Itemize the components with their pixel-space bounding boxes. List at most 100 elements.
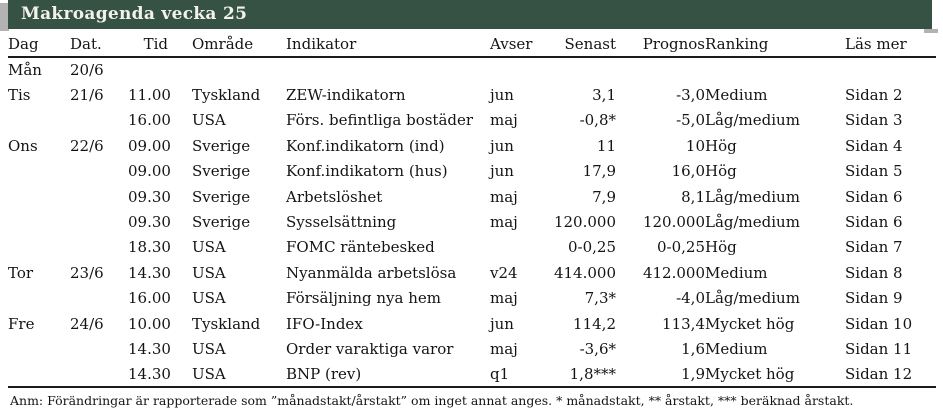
cell-forecast: 16,0 xyxy=(671,162,705,181)
cell-time: 16.00 xyxy=(128,289,171,308)
cell-time: 09.00 xyxy=(128,162,171,181)
cell-day xyxy=(8,184,70,209)
cell-day xyxy=(8,159,70,184)
column-header-ranking: Ranking xyxy=(705,31,845,58)
cell-read-more xyxy=(845,57,936,82)
cell-time: 09.30 xyxy=(128,213,171,232)
cell-time: 18.30 xyxy=(128,238,171,257)
cell-region: USA xyxy=(192,111,226,130)
column-header-latest: Senast xyxy=(548,31,616,58)
cell-day xyxy=(8,361,70,389)
cell-period: jun xyxy=(490,86,514,105)
cell-indicator: ZEW-indikatorn xyxy=(286,86,406,105)
cell-ranking: Låg/medium xyxy=(705,111,800,130)
cell-period: jun xyxy=(490,162,514,181)
cell-latest xyxy=(548,57,616,82)
cell-period: maj xyxy=(490,213,518,232)
cell-region: USA xyxy=(192,289,226,308)
cell-region: Sverige xyxy=(192,162,251,181)
cell-region: Sverige xyxy=(192,136,251,155)
cell-latest: 3,1 xyxy=(592,86,616,105)
cell-date xyxy=(70,286,128,311)
cell-ranking: Medium xyxy=(705,86,768,105)
cell-period: q1 xyxy=(490,361,548,389)
macro-agenda-table: Dag Dat. Tid Område Indikator Avser Senast Prog… xyxy=(8,31,936,389)
cell-indicator: Konf.indikatorn (hus) xyxy=(286,162,448,181)
cell-latest: 414.000 xyxy=(553,263,616,282)
column-header-forecast: Prognos xyxy=(616,31,705,58)
cell-period: jun xyxy=(490,314,514,333)
cell-ranking: Mycket hög xyxy=(705,361,845,389)
cell-region: Tyskland xyxy=(192,86,261,105)
cell-indicator: Konf.indikatorn (ind) xyxy=(286,136,445,155)
cell-region: USA xyxy=(192,339,226,358)
cell-ranking: Låg/medium xyxy=(705,289,800,308)
cell-date xyxy=(70,184,128,209)
cell-indicator: Försäljning nya hem xyxy=(286,289,441,308)
cell-ranking: Hög xyxy=(705,238,737,257)
table-row: 14.30 USA BNP (rev) q1 1,8*** 1,9 Mycket hög Si… xyxy=(8,361,936,389)
column-header-region: Område xyxy=(192,31,286,58)
cell-day xyxy=(8,235,70,260)
cell-indicator: Arbetslöshet xyxy=(286,187,383,206)
cell-period: maj xyxy=(490,111,518,130)
cell-indicator: Förs. befintliga bostäder xyxy=(286,111,474,130)
cell-ranking xyxy=(705,57,845,82)
table-row: 14.30 USA Order varaktiga varor maj -3,6* 1,6… xyxy=(8,336,936,361)
column-header-period: Avser xyxy=(490,31,548,58)
column-header-indicator: Indikator xyxy=(286,31,490,58)
cell-latest: -3,6* xyxy=(579,339,616,358)
table-row: 16.00 USA Försäljning nya hem maj 7,3* -4,0 Lå… xyxy=(8,286,936,311)
cell-period: v24 xyxy=(490,263,518,282)
cell-date xyxy=(70,235,128,260)
table-row: Tor 23/6 14.30 USA Nyanmälda arbetslösa v24 41… xyxy=(8,260,936,285)
cell-read-more: Sidan 2 xyxy=(845,86,903,105)
cell-region: Sverige xyxy=(192,213,251,232)
table-header-row: Dag Dat. Tid Område Indikator Avser Senast Prog… xyxy=(8,31,936,58)
cell-forecast: 1,6 xyxy=(681,339,705,358)
cell-date: 22/6 xyxy=(70,136,104,155)
cell-ranking: Hög xyxy=(705,162,737,181)
cell-latest: 1,8*** xyxy=(548,361,616,389)
cell-forecast: 113,4 xyxy=(662,314,705,333)
cell-date xyxy=(70,159,128,184)
cell-read-more: Sidan 10 xyxy=(845,314,913,333)
table-row: 18.30 USA FOMC räntebesked 0-0,25 0-0,25 Hög S… xyxy=(8,235,936,260)
cell-region: Sverige xyxy=(192,187,251,206)
column-header-date: Dat. xyxy=(70,31,128,58)
cell-latest: 11 xyxy=(596,136,616,155)
table-row: Mån 20/6 xyxy=(8,57,936,82)
cell-region: USA xyxy=(192,238,226,257)
column-header-read-more: Läs mer xyxy=(845,31,936,58)
cell-latest: 17,9 xyxy=(582,162,616,181)
cell-period xyxy=(490,57,548,82)
cell-forecast: 412.000 xyxy=(642,263,705,282)
cell-period: jun xyxy=(490,136,514,155)
cell-time: 14.30 xyxy=(128,263,171,282)
title-bar-shadow-left xyxy=(0,3,9,31)
cell-date: 20/6 xyxy=(70,61,104,80)
cell-ranking: Låg/medium xyxy=(705,213,800,232)
page-title: Makroagenda vecka 25 xyxy=(21,4,248,24)
cell-latest: 120.000 xyxy=(553,213,616,232)
cell-period: maj xyxy=(490,187,518,206)
table-body: Mån 20/6 Tis 21/6 11.00 Tyskland ZEW-indikator… xyxy=(8,57,936,389)
cell-forecast: 10 xyxy=(685,136,705,155)
cell-read-more: Sidan 11 xyxy=(845,339,913,358)
cell-indicator: FOMC räntebesked xyxy=(286,238,435,257)
cell-period xyxy=(490,235,548,260)
cell-region: USA xyxy=(192,263,226,282)
cell-time: 16.00 xyxy=(128,111,171,130)
cell-read-more: Sidan 6 xyxy=(845,187,903,206)
table-row: Ons 22/6 09.00 Sverige Konf.indikatorn (ind)… xyxy=(8,133,936,158)
cell-read-more: Sidan 6 xyxy=(845,213,903,232)
cell-date xyxy=(70,209,128,234)
cell-date xyxy=(70,361,128,389)
cell-indicator: BNP (rev) xyxy=(286,361,490,389)
cell-day xyxy=(8,336,70,361)
cell-latest: 114,2 xyxy=(573,314,616,333)
cell-day: Ons xyxy=(8,136,38,155)
cell-forecast: -5,0 xyxy=(676,111,705,130)
cell-forecast: 120.000 xyxy=(642,213,705,232)
